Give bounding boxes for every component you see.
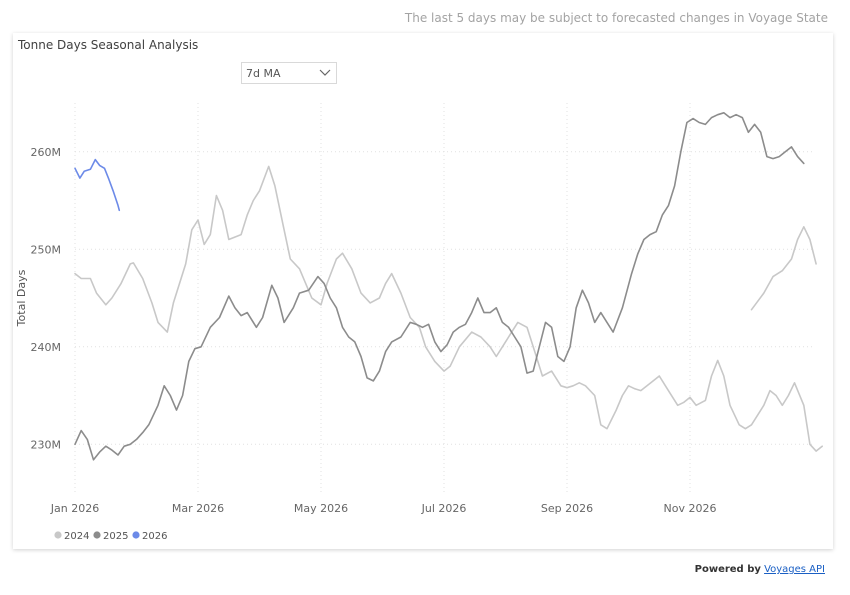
series-layer: [74, 112, 823, 461]
y-axis-label: Total Days: [15, 269, 28, 327]
x-tick-label: Jan 2026: [50, 502, 99, 515]
powered-by-label: Powered by: [694, 564, 761, 575]
powered-by: Powered by Voyages API: [695, 564, 825, 575]
x-tick-label: Jul 2026: [421, 502, 467, 515]
series-line-2025: [74, 112, 805, 461]
forecast-notice: The last 5 days may be subject to foreca…: [404, 11, 828, 25]
legend-label: 2025: [103, 531, 128, 542]
series-line-2024: [74, 165, 823, 452]
y-tick-label: 250M: [31, 243, 62, 256]
x-tick-label: Sep 2026: [541, 502, 593, 515]
legend-item-2024[interactable]: 2024: [54, 531, 89, 542]
x-tick-label: May 2026: [294, 502, 348, 515]
y-tick-label: 240M: [31, 341, 62, 354]
line-chart: 230M 240M 250M 260M Jan 2026 Mar 2026 May 2026…: [15, 103, 823, 542]
legend[interactable]: 2024 2025 2026: [54, 531, 167, 542]
y-tick-label: 260M: [31, 146, 62, 159]
legend-marker: [93, 531, 101, 539]
grid-layer: [74, 103, 813, 493]
dropdown-selected-value: 7d MA: [246, 67, 281, 80]
chevron-down-icon: [319, 69, 331, 76]
axis-layer: 230M 240M 250M 260M Jan 2026 Mar 2026 May 2026…: [15, 146, 716, 515]
legend-label: 2024: [64, 531, 89, 542]
moving-average-dropdown[interactable]: 7d MA: [241, 62, 337, 84]
x-tick-label: Mar 2026: [172, 502, 224, 515]
series-line-2026: [74, 158, 121, 212]
x-tick-label: Nov 2026: [664, 502, 717, 515]
series-line-2024: [750, 226, 817, 311]
voyages-api-link[interactable]: Voyages API: [764, 564, 825, 575]
legend-item-2025[interactable]: 2025: [93, 531, 128, 542]
chart-title: Tonne Days Seasonal Analysis: [18, 38, 199, 52]
legend-item-2026[interactable]: 2026: [132, 531, 167, 542]
y-tick-label: 230M: [31, 438, 62, 451]
legend-marker: [54, 531, 62, 539]
chart-card: Tonne Days Seasonal Analysis 230M 240M 250…: [13, 33, 833, 549]
legend-marker: [132, 531, 140, 539]
legend-label: 2026: [142, 531, 167, 542]
